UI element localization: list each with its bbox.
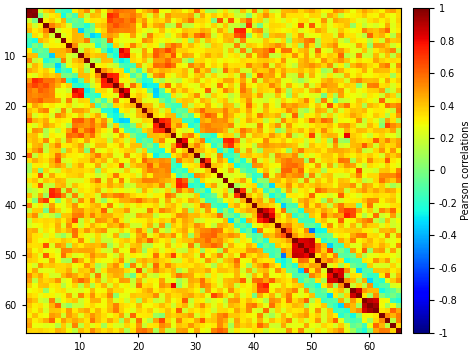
- Y-axis label: Pearson correlations: Pearson correlations: [461, 121, 471, 220]
